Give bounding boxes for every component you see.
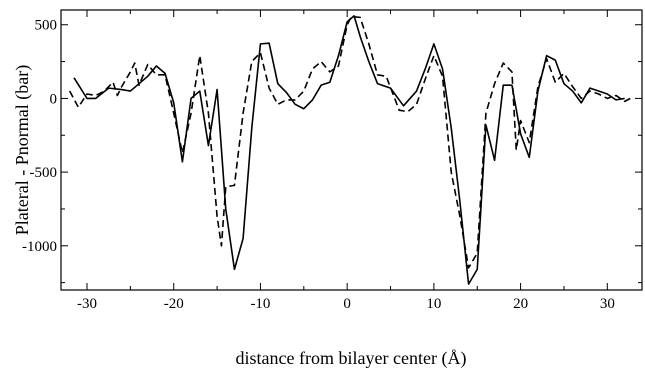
y-axis-title: Plateral - Pnormal (bar) xyxy=(12,65,33,235)
x-tick-label: -20 xyxy=(164,296,184,312)
x-tick-label: 20 xyxy=(513,296,528,312)
x-tick-label: -30 xyxy=(77,296,97,312)
axis-ticks: -30 -20 -10 0 10 20 30 500 0 -500 -1000 xyxy=(22,10,642,312)
y-tick-label: 500 xyxy=(35,18,58,34)
series-line-solid xyxy=(73,15,625,285)
series-line-dashed xyxy=(68,15,634,269)
y-tick-label: -500 xyxy=(30,165,58,181)
x-axis-title: distance from bilayer center (Å) xyxy=(236,348,467,369)
x-tick-label: 0 xyxy=(343,296,351,312)
x-tick-label: 30 xyxy=(600,296,615,312)
y-tick-label: 0 xyxy=(50,91,58,107)
series-group xyxy=(68,15,634,285)
x-tick-label: 10 xyxy=(426,296,441,312)
plot-frame xyxy=(60,9,643,291)
x-tick-label: -10 xyxy=(250,296,270,312)
y-tick-label: -1000 xyxy=(22,239,57,255)
